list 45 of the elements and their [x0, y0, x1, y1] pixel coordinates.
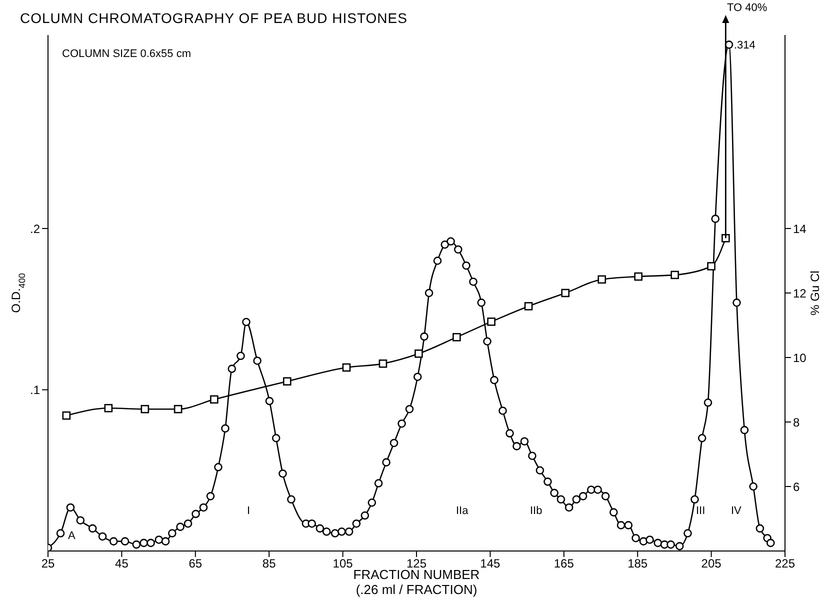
y-tick-label: .1 — [30, 383, 40, 398]
y2-tick-label: 12 — [793, 286, 807, 300]
y2-tick-label: 6 — [793, 480, 800, 494]
x-tick-label: 65 — [188, 556, 202, 571]
x-tick-label: 185 — [628, 556, 648, 571]
point — [174, 404, 182, 414]
y2-axis-title: % Gu Cl — [808, 270, 822, 316]
annotation: A — [68, 530, 76, 542]
annotation: III — [696, 505, 706, 517]
point — [524, 302, 533, 310]
x-tick-label: 165 — [554, 556, 574, 571]
annotation: IV — [731, 505, 742, 517]
chart-title: COLUMN CHROMATOGRAPHY OF PEA BUD HISTONES — [20, 10, 408, 26]
point — [210, 395, 218, 404]
point — [104, 404, 113, 412]
x-tick-label: 205 — [701, 556, 722, 571]
text: TO 40% — [727, 2, 768, 14]
y-tick-label: .2 — [30, 222, 40, 236]
point — [283, 377, 292, 386]
point — [452, 333, 461, 342]
x-tick-label: 85 — [262, 556, 276, 571]
x-tick-label: 225 — [774, 556, 796, 571]
point — [598, 275, 606, 284]
point — [634, 272, 642, 281]
point — [561, 288, 570, 298]
point — [140, 404, 150, 414]
y2-tick-label: 10 — [793, 350, 807, 365]
point — [707, 262, 716, 270]
point — [62, 411, 71, 420]
point — [378, 359, 388, 368]
x-tick-label: 25 — [41, 556, 55, 571]
annotation: COLUMN SIZE 0.6x55 cm — [62, 48, 191, 60]
annotation: .314 — [734, 40, 756, 52]
y2-tick-label: 14 — [793, 222, 807, 236]
point — [414, 349, 423, 358]
annotation: IIb — [530, 505, 542, 517]
x-tick-label: 45 — [115, 556, 129, 571]
point — [670, 270, 679, 280]
point — [342, 363, 351, 372]
x-tick-label: 105 — [332, 556, 354, 571]
annotation: I — [247, 505, 250, 517]
point — [487, 318, 496, 326]
annotation: IIa — [456, 505, 468, 517]
y2-tick-label: 8 — [793, 415, 800, 430]
x-tick-label: 145 — [480, 556, 501, 571]
